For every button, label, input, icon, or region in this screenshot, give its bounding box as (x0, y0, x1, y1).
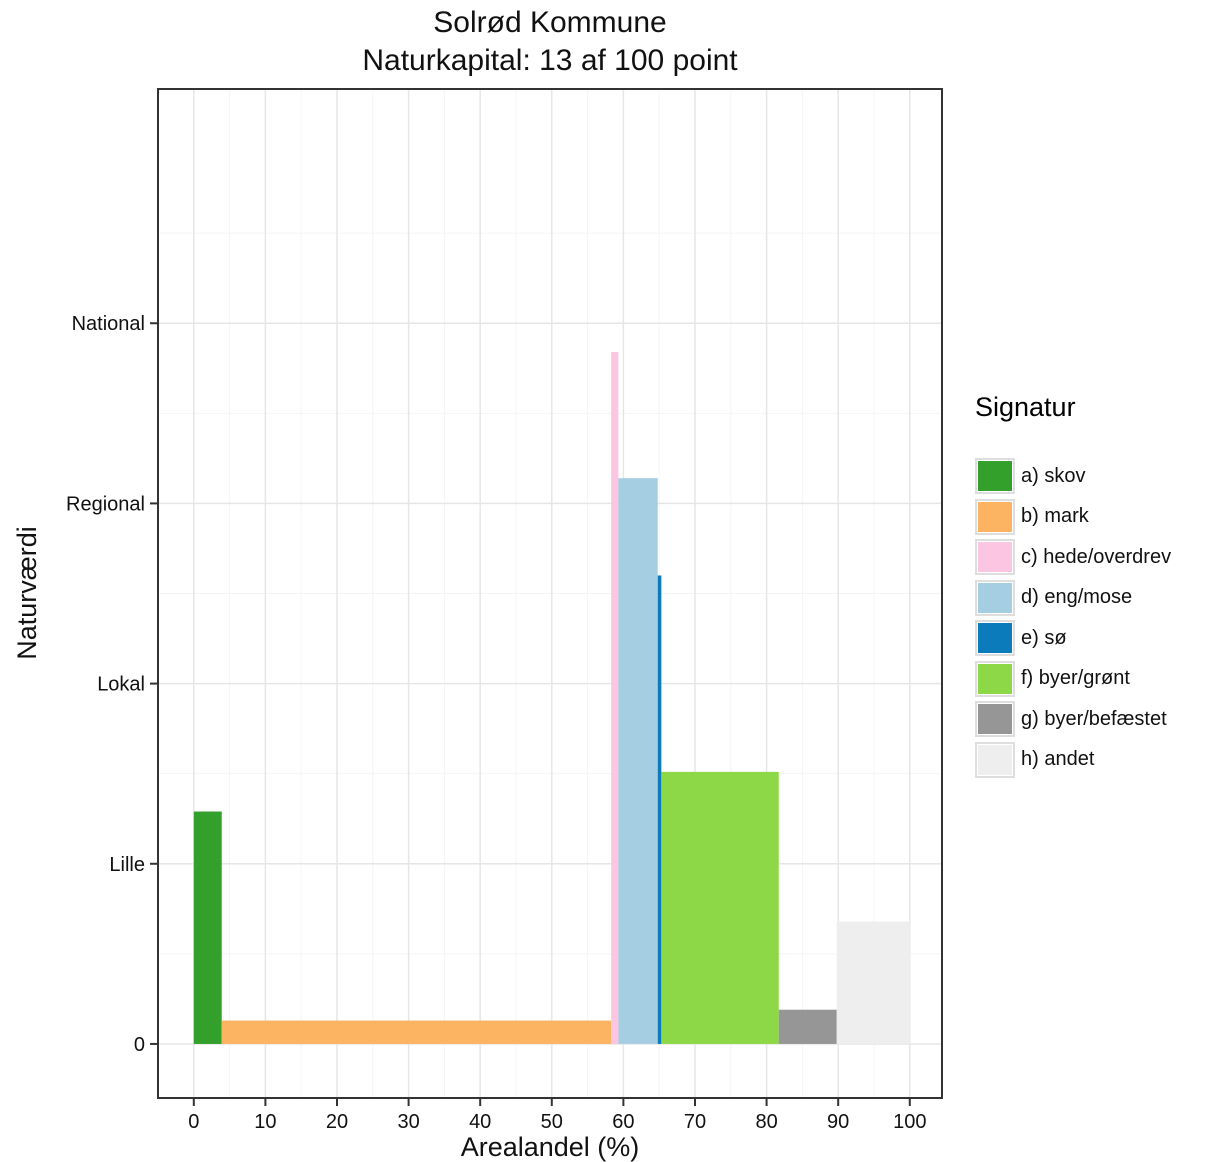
legend-label: a) skov (1021, 464, 1086, 487)
legend-item: d) eng/mose (975, 578, 1171, 619)
legend-key (975, 539, 1015, 576)
axes: 0 10 20 30 40 50 60 70 80 90 100 0 Lille Lokal Regiona… (66, 313, 926, 1133)
legend-item: f) byer/grønt (975, 659, 1171, 700)
legend-swatch (978, 704, 1012, 735)
legend-swatch (978, 582, 1012, 613)
legend-item: e) sø (975, 618, 1171, 659)
x-tick-label: 30 (397, 1111, 419, 1133)
legend-label: f) byer/grønt (1021, 667, 1130, 690)
bar-3 (618, 478, 658, 1044)
x-axis-label: Arealandel (%) (461, 1132, 640, 1162)
legend-swatch (978, 542, 1012, 573)
legend-items: a) skov b) mark c) hede/overdrev d) eng/mos… (975, 456, 1171, 780)
y-tick-label: 0 (134, 1034, 145, 1056)
legend-key (975, 660, 1015, 697)
legend-item: a) skov (975, 456, 1171, 497)
x-tick-label: 90 (827, 1111, 849, 1133)
x-tick-label: 40 (469, 1111, 491, 1133)
y-axis-label: Naturværdi (12, 526, 42, 660)
legend-swatch (978, 744, 1012, 775)
legend-swatch (978, 501, 1012, 532)
legend-item: g) byer/befæstet (975, 699, 1171, 740)
bar-7 (836, 921, 910, 1044)
legend-item: h) andet (975, 740, 1171, 781)
legend-key (975, 579, 1015, 616)
legend-key (975, 620, 1015, 657)
x-tick-label: 50 (541, 1111, 563, 1133)
bar-0 (193, 811, 222, 1044)
legend: Signatur a) skov b) mark c) hede/overdrev d… (975, 392, 1171, 780)
bars (193, 352, 910, 1044)
x-tick-label: 0 (188, 1111, 199, 1133)
x-tick-label: 60 (612, 1111, 634, 1133)
legend-label: c) hede/overdrev (1021, 545, 1172, 568)
bar-4 (657, 575, 662, 1044)
x-tick-label: 80 (755, 1111, 777, 1133)
y-tick-label: Regional (66, 493, 145, 515)
bar-2 (611, 352, 619, 1044)
legend-label: h) andet (1021, 748, 1095, 771)
legend-swatch (978, 623, 1012, 654)
legend-label: d) eng/mose (1021, 586, 1133, 609)
grid-lines (159, 90, 941, 1097)
legend-key (975, 458, 1015, 495)
legend-item: b) mark (975, 497, 1171, 538)
legend-key (975, 701, 1015, 738)
y-tick-label: National (72, 313, 145, 335)
bar-5 (661, 771, 779, 1044)
bar-6 (778, 1009, 837, 1044)
y-tick-label: Lokal (97, 674, 145, 696)
y-tick-label: Lille (109, 854, 145, 876)
legend-key (975, 741, 1015, 778)
x-tick-label: 20 (326, 1111, 348, 1133)
x-tick-label: 10 (254, 1111, 276, 1133)
legend-swatch (978, 461, 1012, 492)
legend-label: e) sø (1021, 626, 1067, 649)
legend-swatch (978, 663, 1012, 694)
bar-1 (221, 1020, 612, 1044)
legend-label: g) byer/befæstet (1021, 707, 1167, 730)
legend-key (975, 498, 1015, 535)
chart-title: Solrød Kommune (433, 6, 667, 39)
legend-item: c) hede/overdrev (975, 537, 1171, 578)
legend-title: Signatur (975, 392, 1076, 422)
x-tick-label: 70 (684, 1111, 706, 1133)
legend-label: b) mark (1021, 505, 1089, 528)
chart-subtitle: Naturkapital: 13 af 100 point (362, 44, 738, 77)
x-tick-label: 100 (893, 1111, 926, 1133)
